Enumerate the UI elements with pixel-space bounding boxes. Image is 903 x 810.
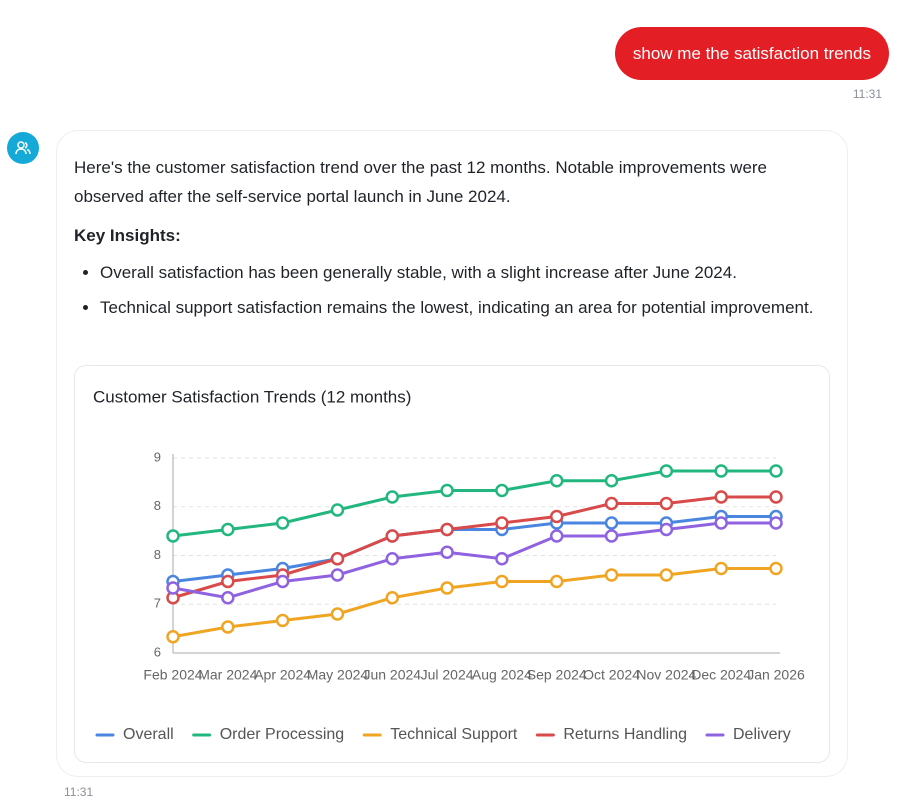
- y-tick-label: 8: [154, 547, 161, 562]
- chart: Customer Satisfaction Trends (12 months)…: [93, 387, 805, 743]
- data-point: [440, 545, 454, 559]
- series-line: [172, 495, 776, 600]
- data-point: [440, 522, 454, 537]
- x-tick-label: Oct 2024: [583, 667, 640, 683]
- data-point: [659, 522, 674, 537]
- legend-label: Overall: [123, 726, 174, 743]
- data-point: [330, 503, 345, 517]
- data-point: [769, 561, 783, 576]
- series-line: [172, 515, 776, 583]
- data-point: [221, 620, 235, 634]
- data-point: [604, 516, 619, 530]
- insights-heading: Key Insights:: [74, 226, 181, 245]
- x-tick-label: Jan 2026: [747, 667, 805, 683]
- data-point: [714, 490, 728, 504]
- data-point: [659, 568, 674, 582]
- data-point: [330, 568, 345, 582]
- user-time: 11:31: [852, 87, 882, 101]
- data-point: [495, 552, 509, 566]
- data-point: [385, 490, 400, 504]
- assistant-time: 11:31: [64, 785, 94, 799]
- x-tick-label: Feb 2024: [143, 667, 202, 683]
- y-tick-label: 9: [154, 449, 161, 464]
- data-point: [549, 529, 564, 543]
- series-line: [172, 521, 776, 600]
- data-point: [659, 464, 674, 478]
- data-point: [769, 490, 783, 504]
- data-point: [604, 568, 619, 582]
- data-point: [221, 574, 235, 589]
- data-point: [659, 496, 674, 511]
- x-tick-label: Mar 2024: [198, 667, 257, 683]
- data-point: [166, 581, 180, 595]
- x-tick-label: May 2024: [307, 667, 369, 683]
- data-point: [221, 591, 235, 605]
- data-point: [330, 607, 345, 621]
- x-tick-label: Aug 2024: [472, 667, 532, 683]
- data-point: [275, 574, 290, 589]
- data-point: [166, 529, 180, 543]
- data-point: [385, 529, 400, 543]
- chart-title: Customer Satisfaction Trends (12 months): [93, 387, 411, 406]
- x-tick-label: Apr 2024: [254, 667, 311, 683]
- y-tick-label: 8: [154, 498, 161, 513]
- legend-label: Delivery: [733, 726, 791, 743]
- data-point: [549, 509, 564, 524]
- data-point: [495, 574, 509, 589]
- legend-label: Technical Support: [390, 726, 518, 743]
- data-point: [385, 591, 400, 605]
- series-line: [172, 567, 776, 639]
- intro-text: Here's the customer satisfaction trend o…: [74, 158, 768, 206]
- legend-label: Returns Handling: [563, 726, 687, 743]
- avatar-icon: [15, 141, 31, 155]
- assistant-message: [56, 130, 848, 777]
- data-point: [221, 522, 235, 537]
- data-point: [495, 516, 509, 530]
- x-tick-label: Dec 2024: [691, 667, 751, 683]
- data-point: [275, 613, 290, 628]
- data-point: [714, 464, 728, 478]
- data-point: [604, 474, 619, 488]
- data-point: [166, 630, 180, 644]
- data-point: [549, 474, 564, 488]
- insight: Technical support satisfaction remains t…: [100, 293, 850, 322]
- y-tick-label: 6: [154, 644, 161, 659]
- x-tick-label: Sep 2024: [527, 667, 587, 683]
- data-point: [604, 496, 619, 511]
- data-point: [769, 516, 783, 530]
- data-point: [549, 574, 564, 589]
- legend-label: Order Processing: [220, 726, 345, 743]
- chart-card: Customer Satisfaction Trends (12 months)…: [74, 365, 830, 763]
- data-point: [714, 516, 728, 530]
- data-point: [495, 483, 509, 498]
- data-point: [275, 516, 290, 530]
- x-tick-label: Jul 2024: [421, 667, 474, 683]
- insight: Overall satisfaction has been generally …: [100, 258, 850, 287]
- insights-list: Overall satisfaction has been generally …: [74, 258, 850, 328]
- data-point: [769, 464, 783, 478]
- y-tick-label: 7: [154, 596, 161, 611]
- data-point: [385, 552, 400, 566]
- x-tick-label: Jun 2024: [363, 667, 421, 683]
- data-point: [604, 529, 619, 543]
- x-tick-label: Nov 2024: [636, 667, 696, 683]
- user-message: show me the satisfaction trends: [614, 27, 889, 80]
- data-point: [714, 561, 728, 576]
- data-point: [440, 581, 454, 595]
- series-line: [172, 469, 776, 538]
- data-point: [330, 552, 345, 566]
- data-point: [440, 483, 454, 498]
- assistant-avatar: [7, 132, 39, 164]
